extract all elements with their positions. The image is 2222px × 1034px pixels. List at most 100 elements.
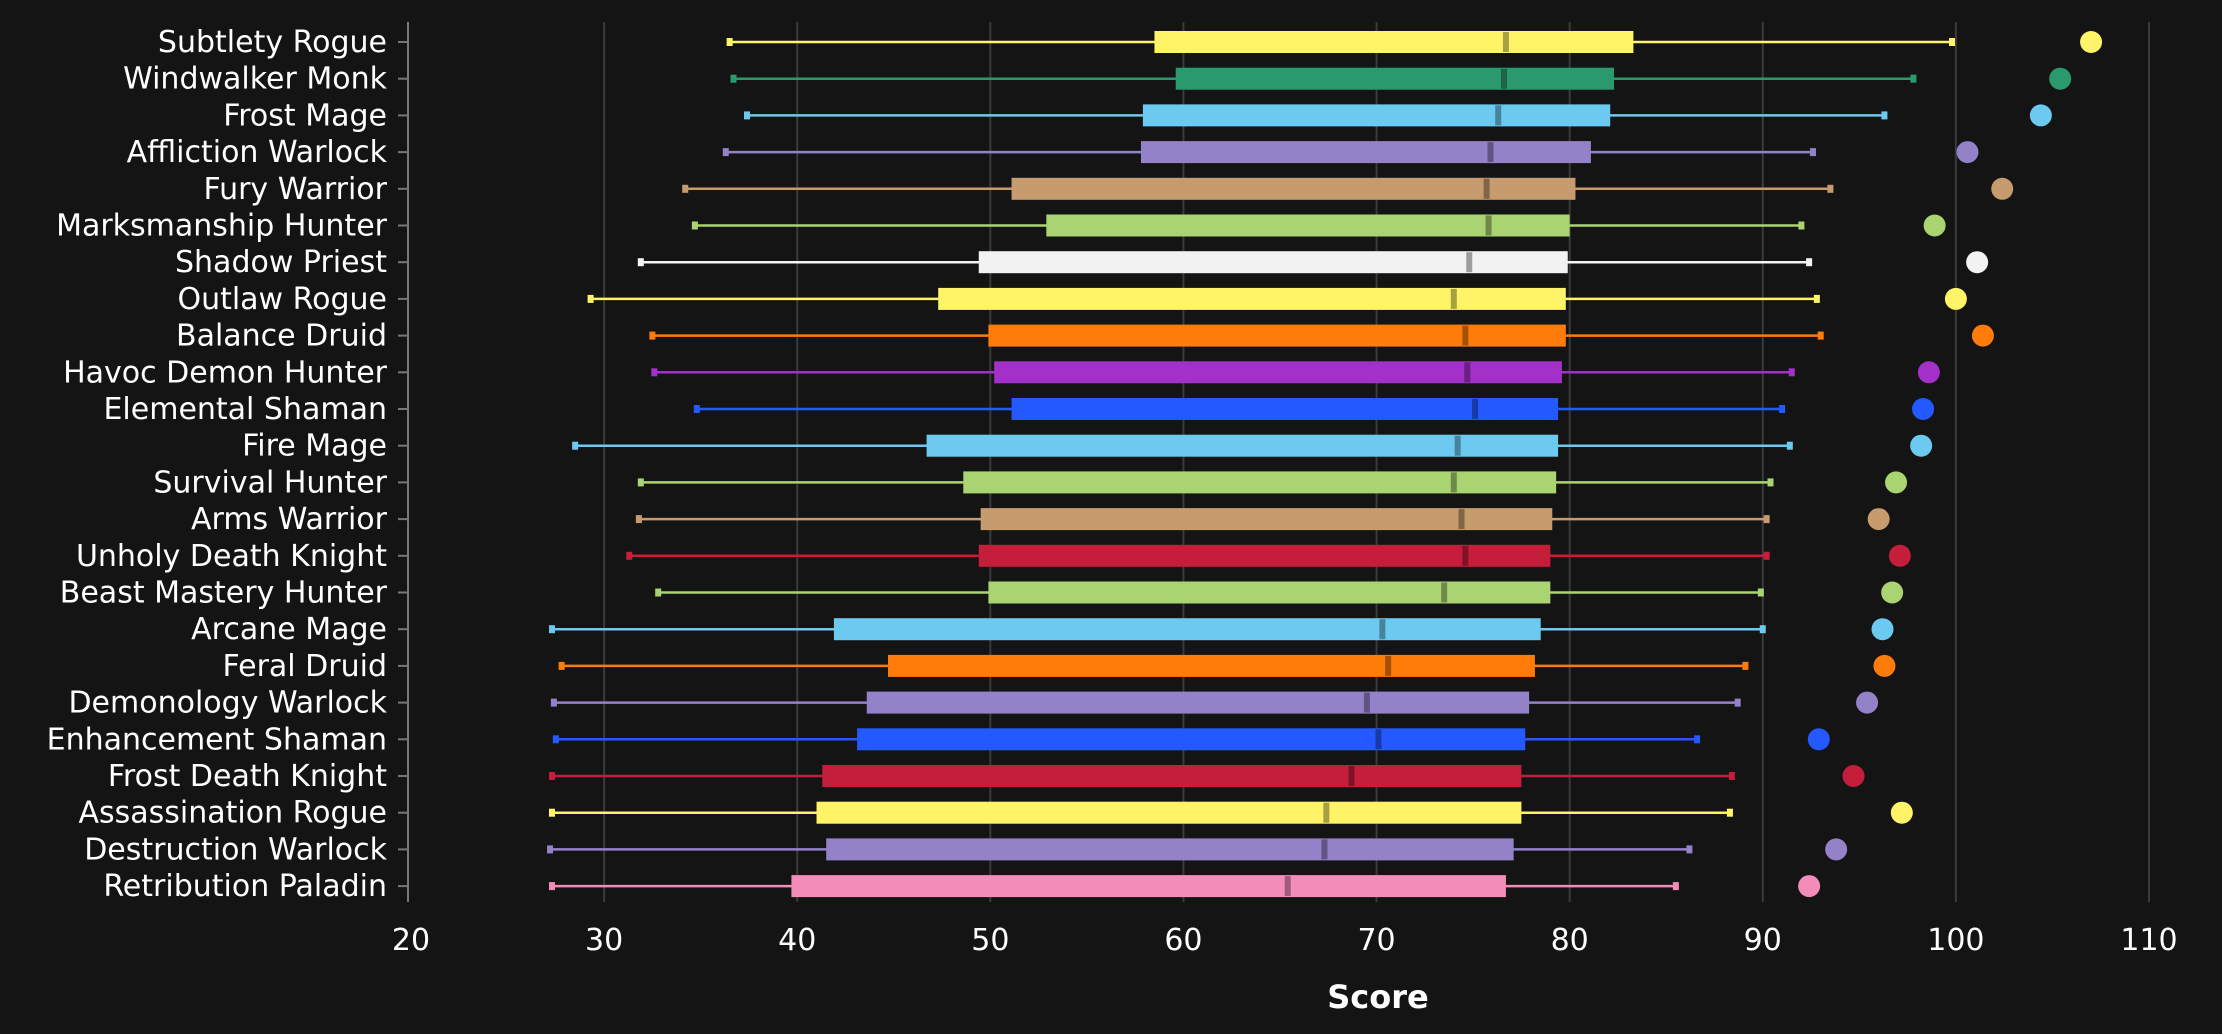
category-label: Frost Mage bbox=[223, 98, 387, 133]
whisker-cap-max bbox=[1734, 698, 1741, 707]
whisker-cap-max bbox=[1759, 625, 1766, 634]
max-score-dot bbox=[1912, 398, 1935, 420]
iqr-box bbox=[1011, 398, 1559, 420]
category-label: Assassination Rogue bbox=[78, 796, 387, 831]
whisker-cap-max bbox=[1767, 478, 1774, 487]
category-label: Arms Warrior bbox=[191, 502, 388, 537]
max-score-dot bbox=[1991, 177, 2014, 200]
series-row bbox=[547, 838, 1848, 861]
category-label: Destruction Warlock bbox=[84, 832, 387, 867]
whisker-cap-min bbox=[691, 221, 698, 230]
x-tick-label: 20 bbox=[392, 923, 430, 958]
whisker-cap-max bbox=[1672, 882, 1679, 891]
whisker-cap-max bbox=[1788, 368, 1795, 377]
max-score-dot bbox=[1807, 728, 1830, 751]
whisker-cap-min bbox=[649, 331, 656, 340]
median-marker bbox=[1379, 619, 1386, 640]
x-tick-label: 40 bbox=[778, 923, 816, 958]
grid-layer bbox=[603, 22, 2150, 902]
whisker-cap-max bbox=[1798, 221, 1805, 230]
series-row bbox=[548, 801, 1913, 824]
median-marker bbox=[1458, 509, 1465, 530]
marks-layer bbox=[547, 31, 2103, 898]
median-marker bbox=[1487, 142, 1494, 163]
category-label: Frost Death Knight bbox=[108, 759, 387, 794]
max-score-dot bbox=[1971, 324, 1994, 347]
category-label: Fire Mage bbox=[242, 429, 387, 464]
iqr-box bbox=[866, 691, 1530, 714]
series-row bbox=[587, 287, 1967, 310]
max-score-dot bbox=[2049, 67, 2072, 90]
whisker-cap-min bbox=[548, 772, 555, 780]
series-row bbox=[637, 471, 1908, 494]
category-label: Subtlety Rogue bbox=[158, 25, 387, 60]
max-score-dot bbox=[2029, 104, 2052, 127]
max-score-dot bbox=[1867, 508, 1890, 531]
whisker-cap-max bbox=[1817, 331, 1824, 340]
series-row bbox=[637, 251, 1989, 274]
iqr-box bbox=[822, 765, 1522, 787]
whisker-cap-min bbox=[626, 551, 633, 560]
median-marker bbox=[1284, 876, 1291, 897]
median-marker bbox=[1321, 839, 1328, 860]
series-row bbox=[655, 581, 1904, 604]
series-row bbox=[548, 618, 1894, 641]
x-tick-label: 100 bbox=[1927, 923, 1984, 958]
whisker-cap-max bbox=[1881, 111, 1888, 120]
whisker-cap-max bbox=[1827, 184, 1834, 193]
whisker-cap-min bbox=[558, 661, 565, 670]
max-score-dot bbox=[1873, 654, 1896, 677]
series-row bbox=[626, 544, 1911, 567]
max-score-dot bbox=[1956, 141, 1979, 164]
median-marker bbox=[1495, 105, 1502, 126]
x-tick-label: 50 bbox=[971, 923, 1009, 958]
iqr-box bbox=[887, 654, 1535, 677]
median-marker bbox=[1363, 692, 1370, 713]
series-row bbox=[651, 361, 1940, 384]
iqr-box bbox=[938, 287, 1566, 310]
whisker-cap-min bbox=[548, 625, 555, 634]
category-label: Outlaw Rogue bbox=[177, 282, 387, 317]
whisker-cap-max bbox=[1757, 588, 1764, 597]
whisker-cap-min bbox=[730, 74, 737, 83]
category-label: Unholy Death Knight bbox=[76, 539, 387, 574]
series-row bbox=[548, 875, 1821, 898]
whisker-cap-min bbox=[637, 478, 644, 487]
max-score-dot bbox=[1944, 287, 1967, 310]
category-label: Fury Warrior bbox=[203, 172, 387, 207]
x-tick-label: 60 bbox=[1164, 923, 1202, 958]
median-marker bbox=[1462, 545, 1469, 566]
x-tick-label: 70 bbox=[1357, 923, 1395, 958]
whisker-cap-min bbox=[637, 258, 644, 267]
max-score-dot bbox=[1881, 581, 1904, 604]
iqr-box bbox=[978, 544, 1551, 567]
whisker-cap-min bbox=[635, 515, 642, 524]
series-row bbox=[726, 31, 2103, 53]
whisker-cap-min bbox=[548, 882, 555, 891]
series-row bbox=[558, 654, 1896, 677]
iqr-box bbox=[978, 251, 1568, 274]
max-score-dot bbox=[1798, 875, 1821, 898]
max-score-dot bbox=[1885, 471, 1908, 494]
iqr-box bbox=[980, 508, 1553, 531]
whisker-cap-max bbox=[1728, 772, 1735, 780]
max-score-dot bbox=[1923, 214, 1946, 237]
iqr-box bbox=[1046, 214, 1570, 237]
whisker-cap-min bbox=[552, 735, 559, 744]
whisker-cap-min bbox=[682, 184, 689, 193]
iqr-box bbox=[1154, 31, 1634, 53]
category-label: Shadow Priest bbox=[175, 245, 387, 280]
max-score-dot bbox=[1910, 434, 1933, 457]
iqr-box bbox=[994, 361, 1562, 384]
whisker-cap-min bbox=[547, 845, 554, 854]
whisker-cap-max bbox=[1779, 405, 1786, 413]
x-tick-label: 110 bbox=[2120, 923, 2177, 958]
series-row bbox=[550, 691, 1879, 714]
whisker-cap-max bbox=[1726, 808, 1733, 817]
iqr-box bbox=[816, 801, 1522, 824]
max-score-dot bbox=[1917, 361, 1940, 384]
whisker-cap-min bbox=[651, 368, 658, 377]
iqr-box bbox=[1011, 177, 1576, 200]
whisker-cap-min bbox=[726, 38, 733, 46]
